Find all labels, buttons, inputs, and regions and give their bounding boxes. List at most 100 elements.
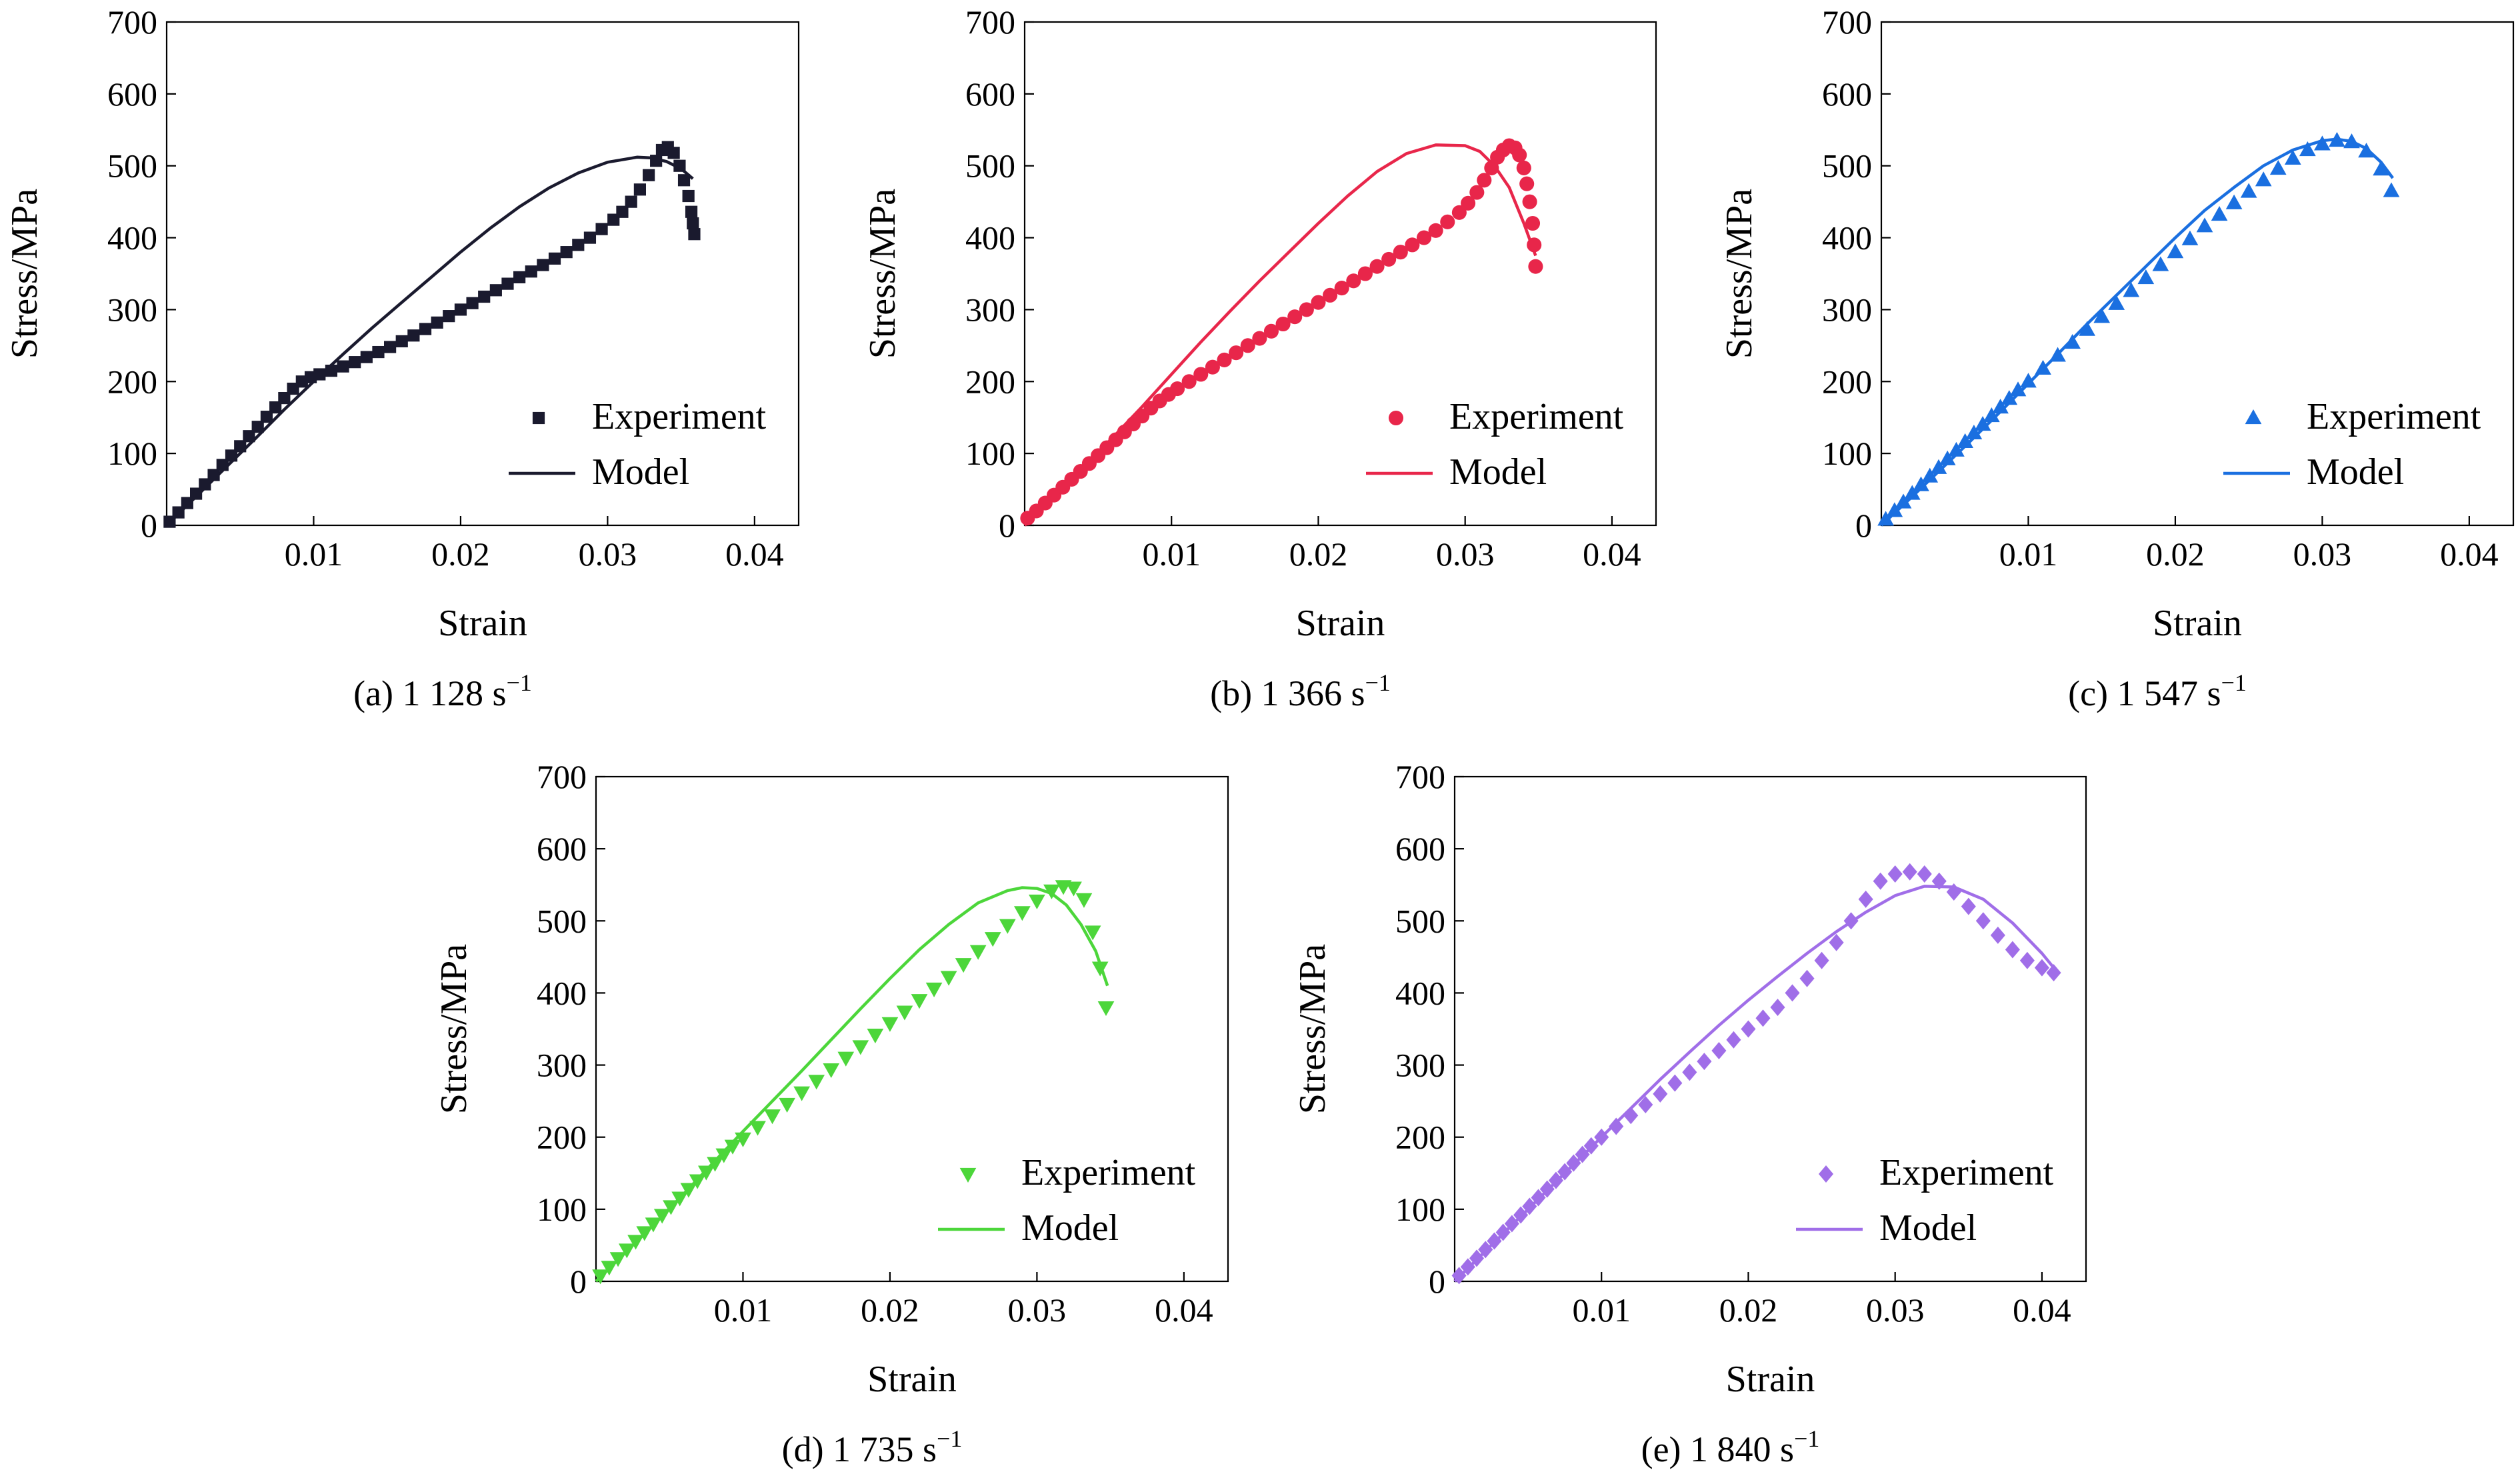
- data-point: [1829, 933, 1844, 951]
- data-point: [1522, 1197, 1537, 1215]
- data-point: [609, 1252, 627, 1267]
- data-point: [1091, 961, 1109, 977]
- data-point: [2373, 161, 2389, 176]
- data-point: [1169, 381, 1185, 397]
- data-point: [1357, 266, 1373, 281]
- panel-caption: (c) 1 547 s−1: [2068, 669, 2247, 713]
- x-tick-label: 0.03: [1008, 1291, 1067, 1329]
- data-point: [489, 284, 502, 297]
- data-point: [1528, 259, 1543, 274]
- data-point: [1594, 1128, 1609, 1146]
- data-point: [1697, 1053, 1712, 1071]
- data-point: [1931, 872, 1947, 890]
- data-point: [431, 316, 443, 329]
- data-point: [1460, 1258, 1475, 1276]
- data-point: [1311, 295, 1326, 310]
- data-point: [1193, 367, 1209, 382]
- data-point: [2383, 182, 2400, 197]
- data-point: [673, 159, 686, 172]
- data-point: [896, 1005, 913, 1021]
- y-axis-label: Stress/MPa: [1719, 189, 1760, 359]
- legend-marker: [1388, 410, 1404, 426]
- data-point: [2034, 959, 2049, 977]
- data-point: [2181, 230, 2199, 245]
- panel-caption: (b) 1 366 s−1: [1210, 669, 1391, 713]
- y-tick-label: 300: [107, 291, 157, 328]
- legend-label-experiment: Experiment: [592, 396, 767, 437]
- data-point: [2358, 143, 2375, 158]
- caption-superscript: −1: [1794, 1425, 1819, 1452]
- data-point: [2005, 941, 2020, 959]
- data-point: [779, 1097, 795, 1113]
- data-point: [1930, 459, 1947, 474]
- data-point: [1181, 374, 1197, 389]
- data-point: [1029, 894, 1045, 910]
- y-tick-label: 600: [537, 830, 587, 867]
- chart-panel-2: 0 100 200 300 400 500 600 700 0.01 0.02 0.03 0.04 St…: [862, 3, 1657, 713]
- data-point: [1974, 416, 1991, 431]
- data-point: [735, 1132, 751, 1147]
- data-point: [633, 183, 646, 196]
- data-point: [1525, 215, 1541, 231]
- model-line: [1880, 137, 2395, 527]
- data-point: [2314, 135, 2331, 151]
- data-point: [269, 401, 282, 414]
- data-point: [1440, 214, 1455, 229]
- caption-text: (b) 1 366 s: [1210, 673, 1365, 713]
- data-point: [1484, 160, 1499, 175]
- y-axis-label: Stress/MPa: [433, 944, 475, 1114]
- x-tick-label: 0.02: [2146, 535, 2205, 573]
- x-tick-label: 0.01: [714, 1291, 773, 1329]
- data-point: [372, 345, 385, 359]
- y-tick-label: 500: [537, 902, 587, 939]
- y-tick-label: 200: [107, 363, 157, 400]
- data-point: [667, 147, 680, 159]
- legend-label-model: Model: [1449, 451, 1547, 493]
- data-point: [1623, 1107, 1639, 1125]
- y-tick-label: 200: [965, 363, 1015, 400]
- data-point: [1240, 338, 1255, 353]
- data-point: [1334, 281, 1349, 296]
- data-point: [1516, 160, 1531, 175]
- data-point: [478, 290, 491, 303]
- legend: Experiment Model: [2223, 396, 2481, 493]
- data-point: [881, 1017, 899, 1032]
- data-point: [650, 155, 663, 167]
- y-tick-label: 300: [1822, 291, 1872, 328]
- data-point: [955, 958, 972, 973]
- y-tick-label: 0: [1855, 507, 1872, 544]
- data-point: [793, 1086, 811, 1101]
- data-point: [572, 239, 585, 251]
- data-point: [1369, 259, 1385, 274]
- data-point: [1487, 1232, 1502, 1250]
- data-point: [1961, 897, 1976, 915]
- data-point: [163, 515, 176, 528]
- data-point: [2009, 381, 2027, 397]
- data-point: [454, 303, 467, 316]
- caption-superscript: −1: [2221, 669, 2247, 696]
- data-point: [1393, 245, 1408, 260]
- chart-panel-4: 0 100 200 300 400 500 600 700 0.01 0.02 0.03 0.04 St…: [433, 758, 1229, 1469]
- experiment-points: [1020, 138, 1543, 526]
- data-point: [1873, 872, 1888, 890]
- data-point: [1275, 316, 1291, 332]
- y-tick-label: 500: [107, 147, 157, 185]
- y-tick-label: 0: [1429, 1263, 1445, 1300]
- data-point: [2240, 183, 2257, 198]
- data-point: [2329, 131, 2345, 147]
- data-point: [2152, 256, 2169, 271]
- legend: Experiment Model: [938, 1152, 1196, 1249]
- data-point: [663, 1200, 679, 1215]
- data-point: [2019, 951, 2035, 969]
- data-point: [697, 1165, 715, 1181]
- data-point: [1682, 1063, 1697, 1081]
- legend-label-model: Model: [1879, 1207, 1977, 1249]
- caption-text: (e) 1 840 s: [1641, 1429, 1794, 1469]
- y-tick-label: 100: [1395, 1191, 1445, 1228]
- data-point: [1478, 1241, 1493, 1259]
- data-point: [525, 265, 537, 278]
- data-point: [360, 351, 373, 363]
- data-point: [687, 217, 699, 230]
- chart-panel-3: 0 100 200 300 400 500 600 700 0.01 0.02 0.03 0.04 St…: [1719, 3, 2515, 713]
